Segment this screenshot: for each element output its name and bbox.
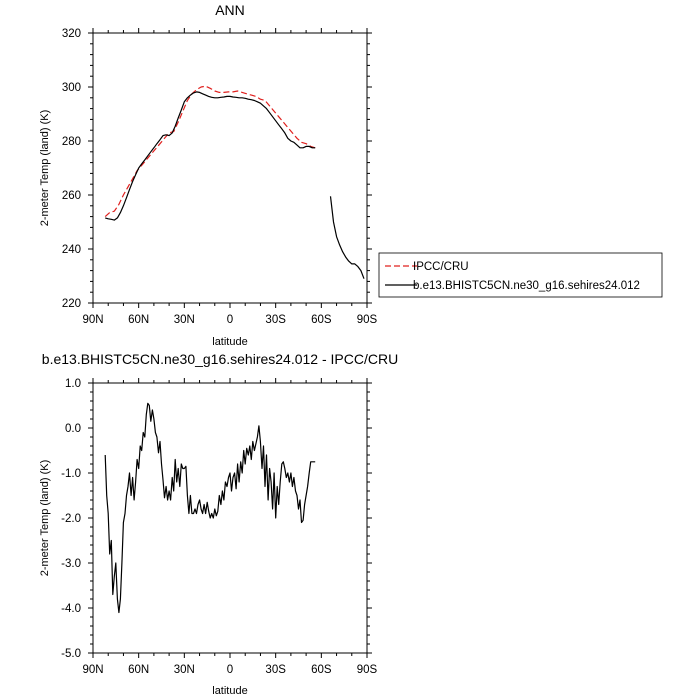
y-tick-label: 0.0 — [65, 423, 81, 435]
x-tick-label: 90N — [82, 314, 103, 326]
y-tick-label: -1.0 — [61, 468, 81, 480]
y-axis-label: 2-meter Temp (land) (K) — [39, 110, 51, 227]
x-tick-label: 90S — [357, 314, 378, 326]
x-tick-label: 60N — [128, 664, 149, 676]
y-tick-label: 240 — [62, 244, 81, 256]
x-axis-label: latitude — [212, 336, 247, 348]
series-line-1 — [104, 85, 316, 218]
y-tick-label: -4.0 — [61, 603, 81, 615]
x-tick-label: 30N — [174, 664, 195, 676]
legend-entry: b.e13.BHISTC5CN.ne30_g16.sehires24.012 — [413, 280, 640, 292]
y-tick-label: 260 — [62, 190, 81, 202]
x-tick-label: 90N — [82, 664, 103, 676]
x-tick-label: 60S — [311, 314, 332, 326]
chart-panel-2: b.e13.BHISTC5CN.ne30_g16.sehires24.012 -… — [39, 351, 398, 697]
x-tick-label: 90S — [357, 664, 378, 676]
legend-entry: IPCC/CRU — [413, 261, 469, 273]
chart-panel-1: ANN latitude 2-meter Temp (land) (K) 90N 60N… — [39, 2, 663, 348]
y-tick-label: -3.0 — [61, 558, 81, 570]
x-tick-label: 0 — [227, 314, 233, 326]
plot-frame — [92, 32, 368, 304]
x-axis-label: latitude — [212, 685, 247, 697]
y-tick-label: 300 — [62, 82, 81, 94]
legend-box — [378, 252, 663, 298]
chart-title: ANN — [215, 2, 245, 18]
x-tick-label: 60N — [128, 314, 149, 326]
y-tick-label: 280 — [62, 136, 81, 148]
chart-title: b.e13.BHISTC5CN.ne30_g16.sehires24.012 -… — [42, 351, 398, 367]
x-tick-label: 30S — [265, 664, 286, 676]
y-tick-label: -2.0 — [61, 513, 81, 525]
legend: IPCC/CRU b.e13.BHISTC5CN.ne30_g16.sehires… — [378, 252, 663, 298]
y-tick-label: 320 — [62, 28, 81, 40]
y-tick-label: 1.0 — [65, 378, 81, 390]
series-line-1 — [104, 402, 316, 614]
y-tick-label: -5.0 — [61, 648, 81, 660]
y-tick-label: 220 — [62, 298, 81, 310]
y-axis-label: 2-meter Temp (land) (K) — [39, 460, 51, 577]
x-tick-label: 60S — [311, 664, 332, 676]
x-tick-label: 30S — [265, 314, 286, 326]
x-tick-label: 0 — [227, 664, 233, 676]
plot-frame — [92, 382, 368, 654]
series-line-2 — [105, 91, 365, 279]
x-tick-label: 30N — [174, 314, 195, 326]
